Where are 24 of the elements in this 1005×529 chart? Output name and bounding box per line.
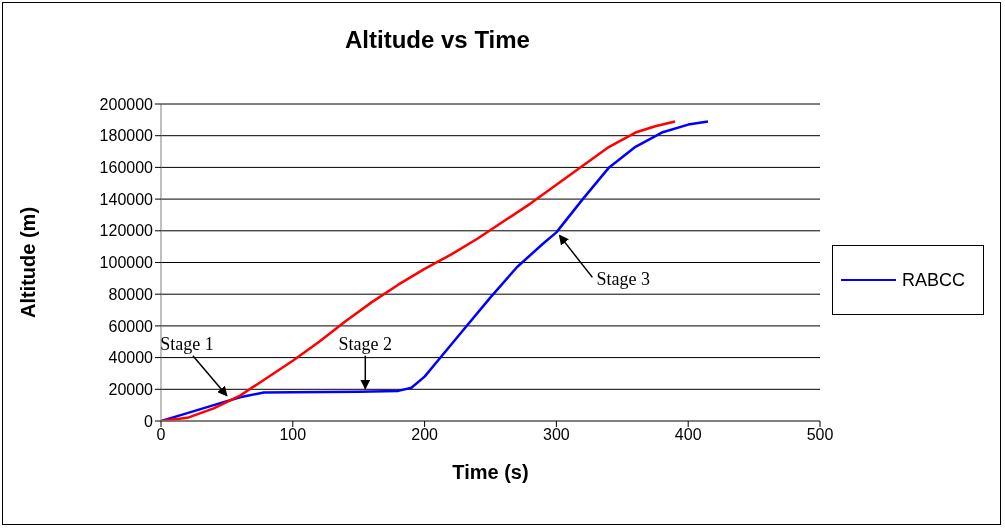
y-tick-label: 0: [144, 412, 154, 430]
annotation: Stage 2: [338, 333, 393, 354]
y-tick-label: 120000: [99, 222, 154, 240]
legend-label: RABCC: [902, 269, 966, 291]
x-tick-label: 300: [543, 426, 570, 444]
x-tick-label: 200: [411, 426, 439, 444]
y-tick-label: 200000: [99, 95, 154, 113]
annotation: Stage 3: [596, 269, 650, 290]
y-tick-label: 160000: [99, 159, 154, 177]
y-tick-label: 100000: [99, 254, 154, 272]
y-tick-label: 180000: [99, 127, 154, 145]
x-tick-label: 100: [279, 426, 307, 444]
y-tick-label: 20000: [108, 380, 154, 398]
y-tick-label: 40000: [108, 349, 154, 367]
chart-title: Altitude vs Time: [344, 26, 531, 54]
x-axis-title: Time (s): [452, 461, 529, 483]
x-tick-label: 400: [674, 426, 702, 444]
y-tick-label: 140000: [99, 190, 154, 208]
y-axis-title: Altitude (m): [17, 206, 40, 319]
y-tick-label: 60000: [108, 317, 154, 335]
y-tick-label: 80000: [108, 285, 154, 303]
annotation: Stage 1: [160, 333, 214, 354]
x-tick-label: 0: [156, 426, 166, 444]
x-tick-label: 500: [806, 426, 834, 444]
